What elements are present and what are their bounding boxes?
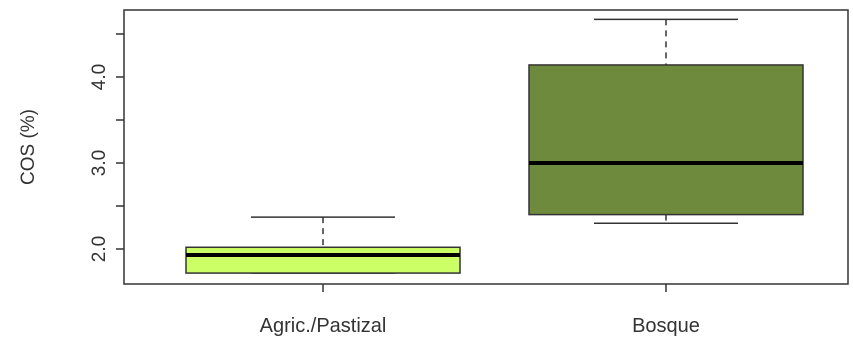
box-iqr [528, 64, 804, 216]
plot-frame [123, 9, 849, 285]
y-tick-label: 4.0 [89, 64, 110, 90]
y-axis-title: COS (%) [18, 109, 39, 185]
axes-layer: 2.0 3.0 4.0 Agric./Pastizal Bosque [89, 33, 700, 337]
boxes-layer [185, 18, 804, 274]
x-category-label: Bosque [632, 315, 700, 337]
y-tick-label: 3.0 [89, 150, 110, 176]
y-tick-label: 2.0 [89, 236, 110, 262]
box-group [528, 18, 804, 224]
x-category-label: Agric./Pastizal [260, 315, 387, 337]
box-group [185, 216, 461, 274]
box-iqr [185, 246, 461, 274]
